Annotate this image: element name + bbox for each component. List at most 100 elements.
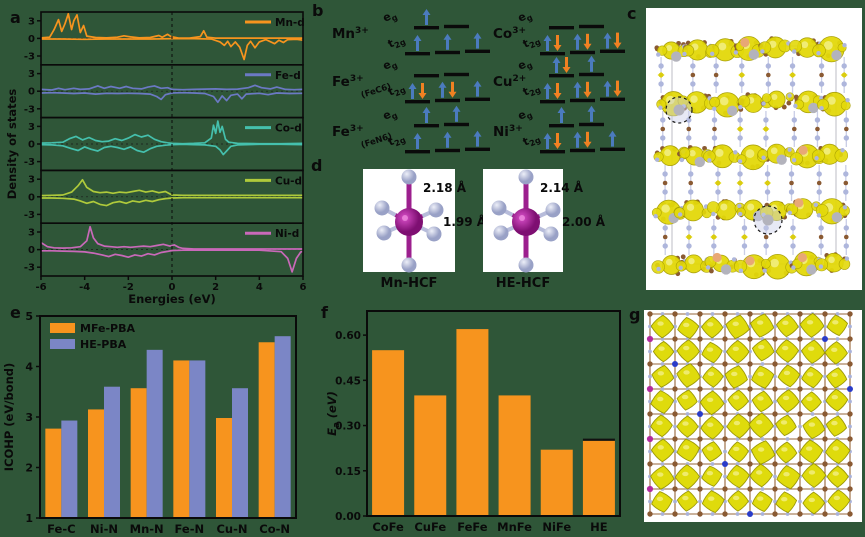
svg-text:Fe3+: Fe3+ xyxy=(332,124,364,140)
molecule-Mn-HCF: 2.18 Å 1.99 Å Mn-HCF xyxy=(363,169,487,291)
svg-text:4: 4 xyxy=(25,361,33,374)
dos-curve-Co-d-up xyxy=(40,120,304,145)
panel-c-crystal-structure xyxy=(646,8,862,290)
svg-text:3: 3 xyxy=(28,16,35,27)
svg-text:4: 4 xyxy=(256,282,263,293)
dos-curve-Ni-d-up xyxy=(40,225,303,250)
panel-label-b: b xyxy=(312,1,324,20)
dos-x-label: Energies (eV) xyxy=(128,292,216,306)
svg-text:Mn-N: Mn-N xyxy=(130,522,164,536)
bar-Ea-HE xyxy=(582,440,615,516)
bar-HE-PBA-Co-N xyxy=(274,336,291,518)
config-Ni3+: Ni3+eg t2g xyxy=(493,105,625,154)
icohp-y-label: ICOHP (eV/bond) xyxy=(2,363,16,472)
panel-label-f: f xyxy=(321,303,328,322)
svg-text:-3: -3 xyxy=(24,263,35,274)
dos-curve-Fe-d-down xyxy=(40,91,304,104)
bar-MFe-PBA-Fe-C xyxy=(45,428,62,518)
dos-x-axis: -6 -4 -2 0 2 4 6 xyxy=(35,276,307,293)
bar-Ea-CoFe xyxy=(372,350,405,516)
svg-text:MFe-PBA: MFe-PBA xyxy=(80,322,135,335)
svg-text:-3: -3 xyxy=(24,52,35,63)
icohp-legend: MFe-PBA HE-PBA xyxy=(50,322,135,351)
svg-text:5: 5 xyxy=(25,310,33,323)
axial-bond-length: 2.18 Å xyxy=(423,180,467,195)
bar-MFe-PBA-Mn-N xyxy=(130,388,147,518)
svg-text:FeFe: FeFe xyxy=(457,520,488,534)
svg-text:-3: -3 xyxy=(24,210,35,221)
svg-text:-3: -3 xyxy=(24,104,35,115)
dos-curve-Ni-d-down xyxy=(41,249,304,273)
svg-text:Fe3+: Fe3+ xyxy=(332,74,364,90)
svg-text:0.00: 0.00 xyxy=(335,511,361,523)
dos-y-label: Density of states xyxy=(5,89,19,200)
svg-text:Cu2+: Cu2+ xyxy=(493,74,526,90)
panel-label-g: g xyxy=(629,305,641,324)
structure-g-render xyxy=(646,311,853,517)
svg-text:CoFe: CoFe xyxy=(372,520,404,534)
svg-text:HE-PBA: HE-PBA xyxy=(80,338,127,351)
svg-text:-6: -6 xyxy=(35,282,46,293)
svg-text:3: 3 xyxy=(25,411,33,424)
svg-text:0.15: 0.15 xyxy=(335,466,361,478)
dos-subplot-Co-d: 3 0 -3 Co-d xyxy=(24,116,304,172)
svg-text:Mn3+: Mn3+ xyxy=(332,26,369,42)
svg-text:-4: -4 xyxy=(79,282,90,293)
svg-text:NiFe: NiFe xyxy=(542,520,571,534)
panel-label-a: a xyxy=(10,8,21,27)
bar-Ea-CuFe xyxy=(414,395,447,516)
molecule-HE-HCF: 2.14 Å 2.00 Å HE-HCF xyxy=(483,169,606,291)
panel-label-c: c xyxy=(627,4,637,23)
svg-text:Cu-d: Cu-d xyxy=(275,175,302,187)
svg-text:-2: -2 xyxy=(123,282,134,293)
svg-text:eg: eg xyxy=(381,105,400,124)
dos-curve-Cu-d-down xyxy=(41,196,303,207)
bar-HE-PBA-Mn-N xyxy=(146,349,163,518)
dos-curve-Mn-d-up xyxy=(40,12,303,39)
structure-c-render xyxy=(651,36,851,280)
panel-label-e: e xyxy=(10,303,21,322)
svg-text:MnFe: MnFe xyxy=(497,520,532,534)
svg-text:-3: -3 xyxy=(24,157,35,168)
icohp-bars xyxy=(45,336,291,518)
svg-text:t2g: t2g xyxy=(521,80,543,101)
panel-label-d: d xyxy=(311,156,323,175)
panel-b-electron-configs: Mn3+egt2gFe3+(FeC6)egt2gFe3+(FeN6)egt2gC… xyxy=(332,9,625,154)
svg-text:Co-d: Co-d xyxy=(275,123,302,135)
dos-curve-Cu-d-up xyxy=(40,178,303,197)
bar-MFe-PBA-Cu-N xyxy=(216,418,232,518)
dos-subplot-Ni-d: 3 0 -3 Ni-d xyxy=(24,222,304,277)
svg-text:0: 0 xyxy=(28,245,35,256)
svg-text:0.45: 0.45 xyxy=(335,375,361,387)
equatorial-bond-length: 2.00 Å xyxy=(562,214,606,229)
svg-text:3: 3 xyxy=(28,69,35,80)
svg-text:eg: eg xyxy=(516,105,535,124)
bar-MFe-PBA-Fe-N xyxy=(173,360,190,518)
svg-text:t2g: t2g xyxy=(386,32,408,53)
svg-text:3: 3 xyxy=(28,122,35,133)
svg-text:t2g: t2g xyxy=(521,32,543,53)
svg-text:0: 0 xyxy=(28,87,35,98)
config-Co3+: Co3+eg t2g xyxy=(493,10,625,56)
config-Cu2+: Cu2+eg t2g xyxy=(493,55,625,104)
panel-g-crystal-structure xyxy=(644,310,862,522)
svg-text:eg: eg xyxy=(516,55,535,74)
svg-text:0: 0 xyxy=(28,34,35,45)
bar-MFe-PBA-Ni-N xyxy=(88,409,104,518)
svg-text:3: 3 xyxy=(28,228,35,239)
panel-a-dos-chart: 3 0 -3 Mn-d 3 0 -3 Fe-d 3 0 -3 Co-d 3 0 -3 Cu-d 3 0 -3 Ni-d… xyxy=(5,11,307,306)
svg-text:0: 0 xyxy=(28,140,35,151)
panel-f-ea-chart: CoFe CuFe FeFe MnFe NiFe HE 0.00 0.15 0.30 0.45 0.… xyxy=(325,310,621,534)
svg-text:0.30: 0.30 xyxy=(335,421,361,433)
dos-curve-Fe-d-up xyxy=(40,84,304,91)
bar-Ea-NiFe xyxy=(540,449,573,516)
svg-text:1: 1 xyxy=(25,512,33,525)
svg-text:eg: eg xyxy=(381,55,400,74)
dos-subplot-Fe-d: 3 0 -3 Fe-d xyxy=(24,64,304,119)
molecule-caption: Mn-HCF xyxy=(381,276,438,291)
dos-curve-Mn-d-down xyxy=(41,37,304,61)
svg-text:Co3+: Co3+ xyxy=(493,26,526,42)
panel-e-icohp-chart: Fe-C Ni-N Mn-N Fe-N Cu-N Co-N 1 2 3 4 5 MFe-PBA HE-P… xyxy=(2,310,297,536)
ea-y-label: Ea (eV) xyxy=(325,391,342,436)
